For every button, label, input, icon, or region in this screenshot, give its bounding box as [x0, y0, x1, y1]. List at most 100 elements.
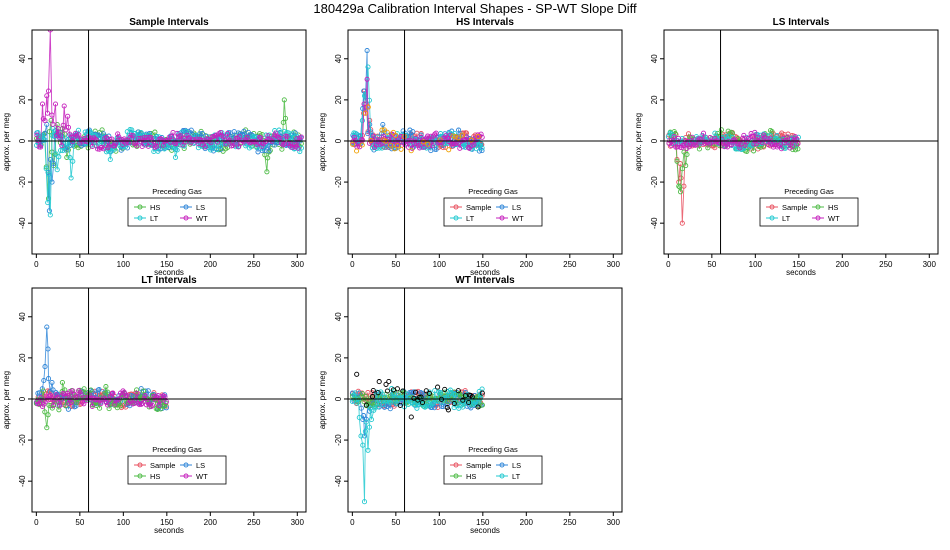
- y-tick-label: 0: [18, 396, 27, 401]
- data-point: [55, 126, 61, 132]
- data-point: [479, 145, 485, 151]
- series-unlabeled-4: [350, 104, 481, 154]
- data-point: [356, 397, 362, 403]
- data-point: [45, 346, 51, 352]
- data-point: [446, 393, 452, 399]
- x-axis-label: seconds: [470, 268, 500, 277]
- data-point: [63, 393, 69, 399]
- data-point: [360, 137, 366, 143]
- data-point: [156, 402, 162, 408]
- x-tick-label: 250: [563, 260, 577, 269]
- data-point: [471, 142, 477, 148]
- data-point: [129, 127, 135, 133]
- data-point: [235, 144, 242, 150]
- data-point: [78, 392, 84, 398]
- data-point: [740, 135, 746, 141]
- legend-title: Preceding Gas: [784, 187, 834, 196]
- data-point: [45, 88, 52, 94]
- data-point: [163, 399, 169, 405]
- y-tick-label: 40: [334, 54, 343, 63]
- y-tick-label: -40: [334, 475, 343, 487]
- data-point: [746, 135, 752, 141]
- legend-box: [759, 197, 859, 227]
- data-point: [50, 403, 56, 409]
- data-point: [49, 379, 55, 386]
- legend-entry-sample: Sample: [782, 203, 807, 212]
- data-point: [698, 136, 704, 142]
- legend-entry-ls: LS: [512, 203, 521, 212]
- legend-title: Preceding Gas: [152, 445, 202, 454]
- series-wt: [34, 30, 304, 152]
- y-tick-label: 40: [18, 312, 27, 321]
- data-point: [47, 212, 53, 218]
- data-point: [110, 390, 116, 396]
- data-point: [266, 148, 272, 154]
- data-point: [455, 388, 461, 394]
- y-tick-label: 20: [334, 95, 343, 104]
- data-point: [687, 134, 693, 140]
- legend-entry-wt: WT: [512, 214, 524, 223]
- data-point: [426, 390, 432, 396]
- data-point: [277, 135, 283, 141]
- data-point: [136, 402, 142, 408]
- series-wt: [666, 129, 801, 152]
- data-point: [67, 155, 73, 161]
- data-point: [423, 388, 429, 394]
- data-point: [789, 143, 795, 150]
- data-point: [366, 424, 372, 430]
- data-point: [350, 139, 356, 145]
- data-point: [723, 133, 729, 139]
- data-point: [141, 388, 147, 394]
- data-point: [298, 145, 304, 151]
- data-point: [475, 404, 481, 410]
- data-point: [420, 139, 427, 145]
- data-point: [375, 404, 381, 410]
- data-point: [148, 134, 154, 141]
- data-point: [460, 404, 466, 410]
- data-point: [46, 171, 52, 177]
- data-point: [749, 133, 755, 139]
- x-tick-label: 200: [204, 260, 218, 269]
- data-point: [685, 138, 691, 145]
- data-point: [224, 130, 231, 137]
- data-point: [116, 134, 122, 140]
- data-point: [213, 146, 220, 152]
- data-point: [155, 139, 161, 146]
- data-point: [42, 118, 48, 124]
- data-point: [358, 433, 364, 439]
- data-point: [100, 395, 106, 401]
- data-point: [57, 402, 63, 409]
- data-point: [298, 134, 304, 140]
- data-point: [441, 395, 447, 401]
- data-point: [377, 142, 383, 148]
- y-axis-label: approx. per meg: [2, 113, 11, 171]
- data-point: [677, 184, 683, 190]
- data-point: [54, 167, 60, 173]
- y-tick-label: 20: [18, 95, 27, 104]
- legend-swatch-marker: [499, 473, 505, 479]
- data-point: [350, 141, 356, 147]
- data-point: [359, 142, 365, 148]
- data-point: [363, 416, 369, 422]
- data-point: [460, 397, 466, 403]
- data-point: [44, 425, 50, 431]
- data-point: [92, 391, 98, 397]
- data-point: [671, 133, 677, 140]
- data-point: [45, 376, 52, 382]
- data-point: [138, 135, 144, 141]
- legend-box: [127, 455, 227, 485]
- data-point: [258, 135, 264, 141]
- data-point: [694, 142, 700, 148]
- legend-swatch-marker: [183, 473, 189, 479]
- data-point: [103, 384, 109, 390]
- data-point: [707, 134, 713, 141]
- plot-frame: [347, 29, 623, 255]
- data-point: [76, 388, 82, 394]
- data-point: [34, 132, 40, 138]
- data-point: [766, 142, 772, 148]
- data-point: [265, 133, 271, 139]
- data-point: [254, 141, 260, 147]
- x-tick-label: 100: [433, 518, 447, 527]
